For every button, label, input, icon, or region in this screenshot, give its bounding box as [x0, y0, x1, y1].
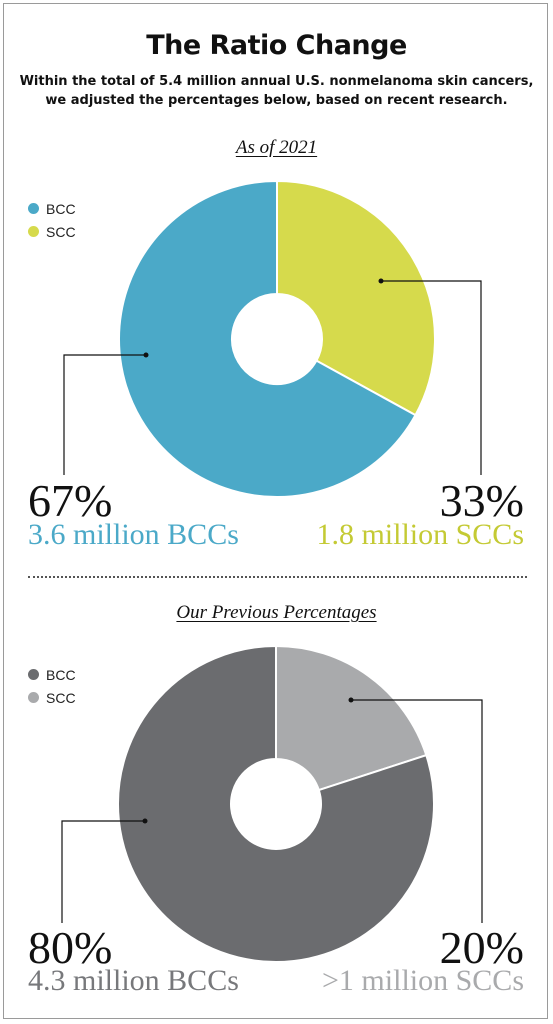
legend-label: SCC: [46, 689, 76, 706]
chart2-donut: [61, 644, 483, 963]
chart1-bcc-percent: 67%: [28, 475, 113, 526]
chart1-donut: [63, 179, 482, 498]
legend-label: SCC: [46, 223, 76, 240]
leader-line-scc: [381, 280, 482, 475]
legend-swatch: [28, 669, 39, 680]
donut-slice-bcc: [117, 644, 435, 963]
chart2-bcc-detail: 4.3 million BCCs: [28, 964, 239, 997]
leader-dot-scc: [378, 278, 384, 284]
donut-slice-scc: [275, 644, 428, 792]
legend-label: BCC: [46, 666, 76, 683]
leader-line-bcc: [61, 820, 145, 923]
donut-slice-scc: [276, 179, 436, 417]
subtitle-line-1: Within the total of 5.4 million annual U…: [19, 74, 534, 89]
subtitle-line-2: we adjusted the percentages below, based…: [45, 93, 508, 108]
chart2-bcc-percent: 80%: [28, 922, 113, 973]
donut-slice-bcc: [118, 179, 417, 498]
section-divider: [28, 576, 527, 578]
chart1-legend: BCC SCC: [28, 197, 76, 243]
leader-dot-scc: [348, 697, 354, 703]
chart2-scc-percent: 20%: [439, 922, 524, 973]
leader-dot-bcc: [142, 818, 148, 824]
chart2-title: Our Previous Percentages: [176, 602, 377, 623]
legend-swatch: [28, 203, 39, 214]
legend-label: BCC: [46, 200, 76, 217]
figure-title: The Ratio Change: [146, 30, 407, 61]
legend-swatch: [28, 692, 39, 703]
chart2-scc-detail: >1 million SCCs: [322, 964, 524, 997]
chart2-legend-item-bcc: BCC: [28, 663, 76, 686]
legend-swatch: [28, 226, 39, 237]
figure-frame: [3, 3, 548, 1019]
chart1-legend-item-bcc: BCC: [28, 197, 76, 220]
leader-line-bcc: [63, 354, 146, 475]
chart1-legend-item-scc: SCC: [28, 220, 76, 243]
chart1-scc-percent: 33%: [439, 475, 524, 526]
chart2-legend-item-scc: SCC: [28, 686, 76, 709]
chart2-legend: BCC SCC: [28, 663, 76, 709]
chart1-scc-detail: 1.8 million SCCs: [316, 518, 524, 551]
leader-dot-bcc: [143, 352, 149, 358]
leader-line-scc: [351, 699, 483, 923]
figure-subtitle: Within the total of 5.4 million annual U…: [0, 72, 553, 110]
chart1-title: As of 2021: [235, 137, 318, 158]
chart1-bcc-detail: 3.6 million BCCs: [28, 518, 239, 551]
